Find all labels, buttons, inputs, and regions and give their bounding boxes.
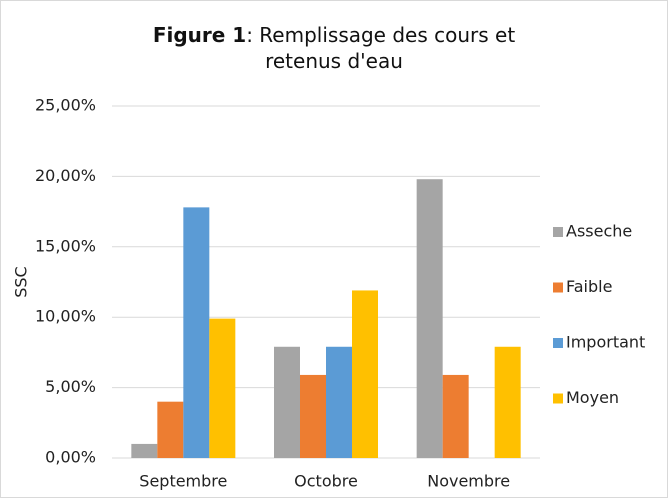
bar xyxy=(131,443,158,458)
title-label: Figure 1 xyxy=(152,23,247,47)
y-tick-label: 25,00% xyxy=(35,96,96,115)
x-tick-label: Octobre xyxy=(294,472,358,491)
x-tick-label: Septembre xyxy=(139,472,227,491)
bar xyxy=(209,318,236,458)
y-tick-label: 10,00% xyxy=(35,307,96,326)
x-tick-label: Novembre xyxy=(427,472,510,491)
bar xyxy=(157,401,184,458)
y-tick-label: 15,00% xyxy=(35,236,96,255)
y-tick-label: 5,00% xyxy=(45,377,96,396)
bar xyxy=(274,346,300,458)
legend-label: Faible xyxy=(566,277,612,296)
bar xyxy=(352,290,378,458)
bar xyxy=(183,207,210,458)
chart-title: Figure 1: Remplissage des cours et reten… xyxy=(134,22,534,74)
legend-swatch xyxy=(553,393,563,404)
legend-label: Asseche xyxy=(566,222,632,241)
y-tick-label: 0,00% xyxy=(45,448,96,467)
legend-label: Moyen xyxy=(566,388,619,407)
legend-swatch xyxy=(553,282,563,293)
legend-label: Important xyxy=(566,333,645,352)
bar xyxy=(326,346,352,458)
bar xyxy=(416,179,443,458)
y-axis-label: SSC xyxy=(12,266,31,297)
bar xyxy=(494,346,521,458)
y-tick-label: 20,00% xyxy=(35,166,96,185)
legend-swatch xyxy=(553,227,563,237)
bar xyxy=(442,374,469,458)
bar xyxy=(300,374,326,458)
title-text: : Remplissage des cours et retenus d'eau xyxy=(246,23,516,73)
legend-swatch xyxy=(553,338,563,348)
